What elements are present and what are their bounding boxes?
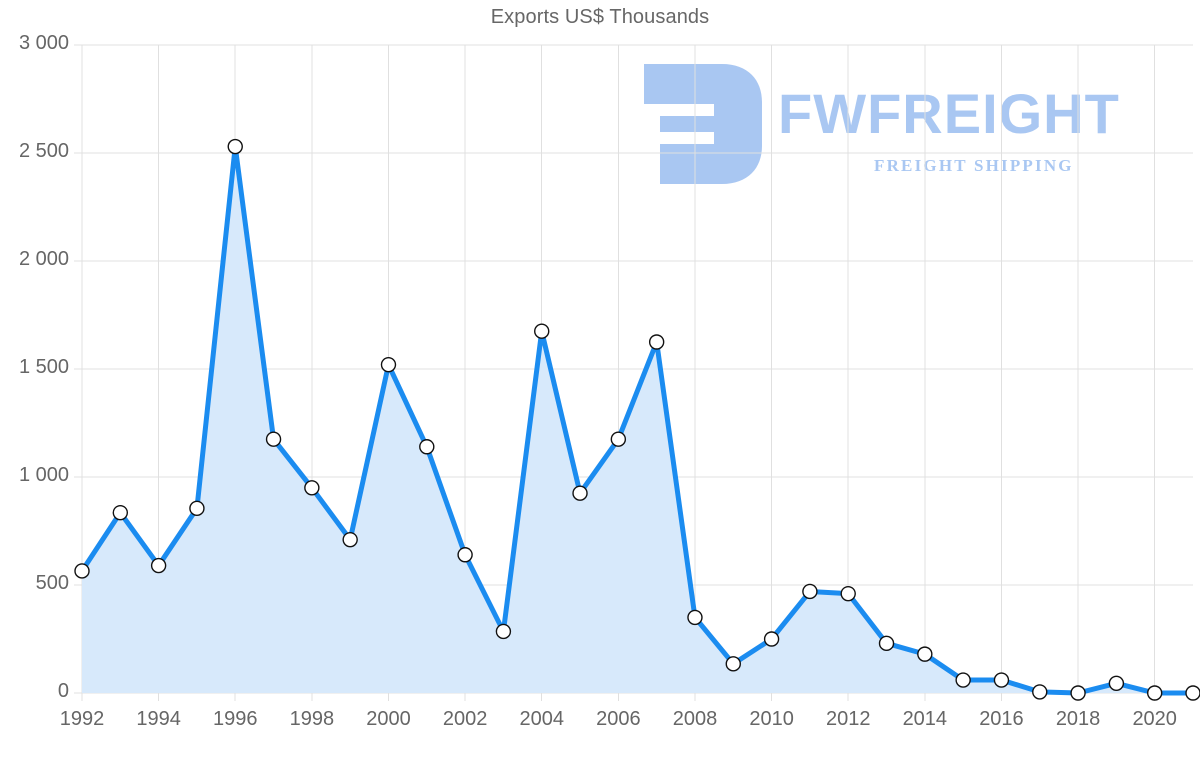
x-axis-tick-label: 2008 [672,708,718,730]
y-axis-tick-label: 1 000 [18,464,69,486]
data-point-marker[interactable] [725,656,741,672]
x-axis-tick-label: 2014 [902,708,948,730]
data-point-marker[interactable] [457,547,473,563]
x-axis-tick-label: 2000 [366,708,411,730]
x-axis-tick-label: 2020 [1132,708,1177,730]
data-point-marker[interactable] [572,485,588,501]
y-axis-tick-label: 3 000 [18,32,69,54]
data-point-marker[interactable] [917,646,933,662]
data-point-marker[interactable] [265,431,282,447]
data-point-marker[interactable] [380,356,397,373]
x-axis-tick-label: 2010 [749,708,794,730]
data-point-marker[interactable] [1146,685,1163,701]
data-point-markers [74,138,1200,701]
series-area-fill [82,146,1193,693]
data-point-marker[interactable] [419,439,435,455]
data-point-marker[interactable] [610,431,627,447]
chart-title: Exports US$ Thousands [490,6,710,28]
x-axis-tick-label: 1998 [289,708,335,730]
data-point-marker[interactable] [495,623,512,640]
x-axis-tick-label: 2016 [979,708,1024,730]
data-point-marker[interactable] [993,672,1010,688]
data-point-marker[interactable] [1032,684,1048,700]
x-axis-tick-label: 2018 [1055,708,1101,730]
y-axis-tick-label: 2 000 [18,248,69,270]
data-point-marker[interactable] [648,334,665,350]
data-point-marker[interactable] [1185,685,1200,701]
data-point-marker[interactable] [227,138,243,155]
data-point-marker[interactable] [763,631,780,647]
x-axis-tick-label: 1992 [59,708,105,730]
data-point-marker[interactable] [74,563,90,579]
y-axis-tick-label: 1 500 [18,356,69,378]
data-point-marker[interactable] [687,609,703,626]
data-point-marker[interactable] [534,323,550,339]
data-point-marker[interactable] [1070,685,1086,701]
data-point-marker[interactable] [150,557,167,574]
x-axis-tick-label: 1994 [136,708,181,730]
data-point-marker[interactable] [112,504,129,521]
data-point-marker[interactable] [342,531,358,548]
data-point-marker[interactable] [802,583,818,600]
x-axis-tick-label: 1996 [212,708,258,730]
data-point-marker[interactable] [1108,675,1125,691]
x-axis-tick-label: 2012 [825,708,871,730]
data-point-marker[interactable] [304,480,320,496]
data-point-marker[interactable] [878,635,895,652]
data-point-marker[interactable] [955,672,971,688]
data-point-marker[interactable] [840,585,856,602]
x-axis-tick-label: 2004 [519,708,564,730]
data-point-marker[interactable] [189,500,205,517]
x-axis-tick-label: 2002 [442,708,488,730]
y-axis-tick-label: 2 500 [18,140,69,162]
y-axis-tick-label: 0 [57,680,69,702]
x-axis-tick-label: 2006 [596,708,641,730]
y-axis-tick-label: 500 [35,572,69,594]
